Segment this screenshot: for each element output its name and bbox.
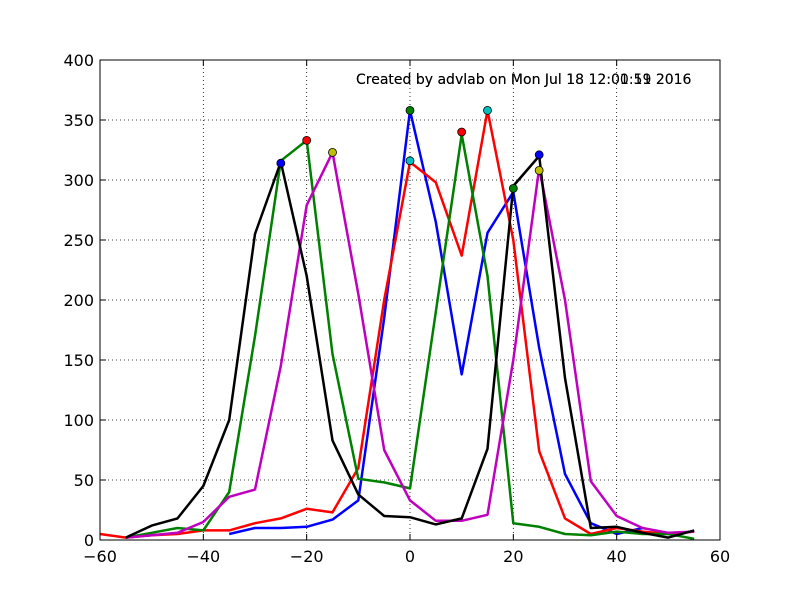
- x-tick-label: 40: [606, 547, 626, 566]
- series-line-1: [228, 109, 643, 536]
- peak-marker: [534, 165, 544, 175]
- y-tick-label: 150: [63, 351, 94, 370]
- series-line-5: [125, 154, 695, 539]
- axis-ticks: −60 −40 −20 0 20 40 60 0 50 100 150 200 250 300 350 400: [63, 51, 730, 566]
- peak-marker: [302, 135, 312, 145]
- series-layer: [99, 109, 695, 541]
- peak-marker: [405, 106, 415, 115]
- x-tick-label: −20: [290, 547, 324, 566]
- y-tick-label: 250: [63, 231, 94, 250]
- x-tick-label: 20: [503, 547, 523, 566]
- y-tick-label: 200: [63, 291, 94, 310]
- peak-marker: [508, 183, 518, 193]
- y-tick-label: 350: [63, 111, 94, 130]
- y-tick-label: 0: [84, 531, 94, 550]
- annotation-text-2: Created by advlab on Mon Jul 18 12:00:59…: [356, 72, 692, 88]
- x-tick-label: −60: [83, 547, 117, 566]
- peak-marker: [534, 150, 544, 160]
- y-tick-label: 100: [63, 411, 94, 430]
- y-tick-label: 400: [63, 51, 94, 70]
- peak-marker: [483, 106, 492, 115]
- grid: [100, 60, 720, 540]
- x-tick-label: 60: [710, 547, 730, 566]
- x-tick-label: −40: [186, 547, 220, 566]
- x-tick-label: 0: [405, 547, 415, 566]
- peak-marker: [276, 158, 286, 168]
- peak-marker: [405, 156, 415, 166]
- peak-marker: [457, 127, 467, 137]
- y-tick-label: 300: [63, 171, 94, 190]
- marker-layer: [276, 106, 544, 193]
- annotation-text-1: Created by advlab on Mon Jul 18 12:01:11…: [356, 72, 692, 88]
- series-line-4: [125, 151, 695, 539]
- peak-marker: [328, 147, 337, 157]
- y-tick-label: 50: [74, 471, 94, 490]
